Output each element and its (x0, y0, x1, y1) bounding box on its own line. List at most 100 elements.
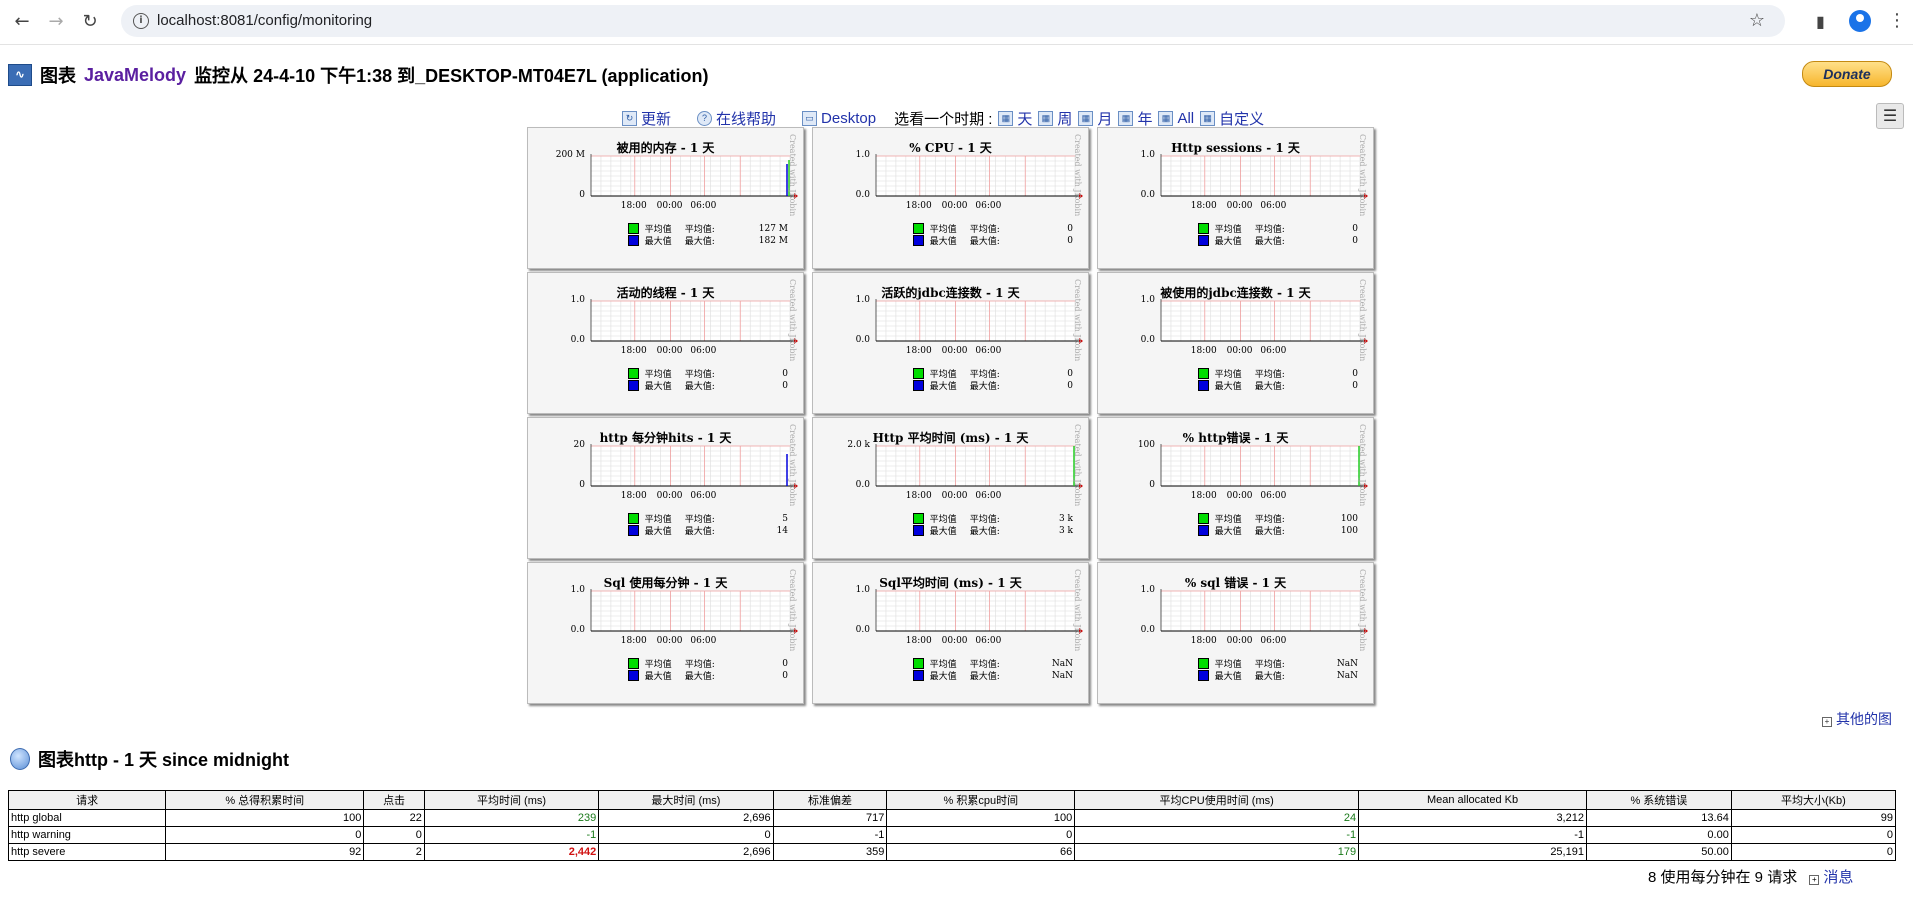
column-header[interactable]: 平均CPU使用时间 (ms) (1074, 790, 1360, 810)
chart-card[interactable]: Sql平均时间 (ms) - 1 天 1.0 0.0 18:00 00:00 06:00 C… (812, 562, 1089, 704)
expand-icon: + (1809, 875, 1820, 885)
jrobin-watermark: Created with JRobin (788, 569, 797, 652)
desktop-link[interactable]: ▭ Desktop (802, 110, 876, 127)
legend-stat-label: 最大值: (969, 527, 1000, 537)
x-tick-label: 00:00 (656, 201, 683, 211)
chart-card[interactable]: % http错误 - 1 天 100 0 18:00 00:00 06:00 Created… (1097, 417, 1374, 559)
x-tick-label: 18:00 (1190, 346, 1217, 356)
reload-icon[interactable]: ↻ (82, 11, 98, 32)
title-brand[interactable]: JavaMelody (84, 64, 187, 85)
chart-card[interactable]: 被使用的jdbc连接数 - 1 天 1.0 0.0 18:00 00:00 06:00 Cr… (1097, 272, 1374, 414)
chart-card[interactable]: 活动的线程 - 1 天 1.0 0.0 18:00 00:00 06:00 Created … (527, 272, 804, 414)
legend-stat-value: 100 (1340, 525, 1359, 536)
jrobin-watermark: Created with JRobin (1358, 134, 1367, 217)
request-name-cell[interactable]: http severe (7, 843, 167, 861)
period-month-link[interactable]: ▦ 月 (1078, 108, 1112, 129)
chart-title: Sql平均时间 (ms) - 1 天 (879, 576, 1022, 590)
site-info-icon[interactable]: i (133, 13, 149, 29)
request-name-cell[interactable]: http warning (7, 826, 167, 844)
column-header[interactable]: % 总得积累时间 (165, 790, 365, 810)
legend-avg-row: 平均值 平均值: 0 (1198, 222, 1358, 235)
chart-card[interactable]: Sql 使用每分钟 - 1 天 1.0 0.0 18:00 00:00 06:00 Crea… (527, 562, 804, 704)
back-arrow-icon[interactable]: ← (14, 11, 30, 32)
stat-cell: -1 (1074, 826, 1360, 844)
legend-stat-value: 0 (782, 380, 789, 391)
column-header[interactable]: % 系统错误 (1585, 790, 1732, 810)
jrobin-watermark: Created with JRobin (1358, 569, 1367, 652)
column-header[interactable]: % 积累cpu时间 (886, 790, 1076, 810)
browser-menu-icon[interactable]: ⋮ (1888, 10, 1906, 31)
jrobin-watermark: Created with JRobin (1073, 134, 1082, 217)
stat-cell: 179 (1074, 843, 1360, 861)
side-panel-icon[interactable]: ▮ (1816, 12, 1825, 31)
legend-swatch (1198, 368, 1209, 379)
legend-stat-value: NaN (1336, 658, 1359, 669)
forward-arrow-icon[interactable]: → (48, 11, 64, 32)
column-header[interactable]: 平均大小(Kb) (1730, 790, 1897, 810)
table-row[interactable]: http severe 92 2 2,442 2,696 359 66 179 25,191 50… (7, 843, 1897, 861)
x-tick-label: 06:00 (1260, 491, 1287, 501)
column-header[interactable]: 点击 (363, 790, 425, 810)
jrobin-watermark: Created with JRobin (788, 134, 797, 217)
period-day-link[interactable]: ▦ 天 (998, 108, 1032, 129)
legend-series-name: 平均值 (644, 370, 672, 380)
legend-swatch (628, 380, 639, 391)
chart-card[interactable]: Http 平均时间 (ms) - 1 天 2.0 k 0.0 18:00 00:00 06… (812, 417, 1089, 559)
profile-avatar[interactable] (1849, 10, 1871, 32)
help-link[interactable]: ? 在线帮助 (697, 108, 776, 129)
chart-card[interactable]: % sql 错误 - 1 天 1.0 0.0 18:00 00:00 06:00 Creat… (1097, 562, 1374, 704)
url-text[interactable]: localhost:8081/config/monitoring (157, 12, 373, 29)
other-charts-link[interactable]: + 其他的图 (1822, 709, 1892, 729)
legend-swatch (1198, 235, 1209, 246)
table-row[interactable]: http global 100 22 239 2,696 717 100 24 3,212 13.… (7, 809, 1897, 827)
column-header[interactable]: Mean allocated Kb (1358, 790, 1587, 810)
legend-avg-row: 平均值 平均值: 0 (913, 367, 1073, 380)
period-custom-link[interactable]: ▦ 自定义 (1200, 108, 1264, 129)
legend-stat-label: 平均值: (1254, 515, 1285, 525)
period-week-link[interactable]: ▦ 周 (1038, 108, 1072, 129)
chart-card[interactable]: 活跃的jdbc连接数 - 1 天 1.0 0.0 18:00 00:00 06:00 Cre… (812, 272, 1089, 414)
chart-card[interactable]: http 每分钟hits - 1 天 20 0 18:00 00:00 06:00 Crea… (527, 417, 804, 559)
chart-card[interactable]: Http sessions - 1 天 1.0 0.0 18:00 00:00 06:00… (1097, 127, 1374, 269)
x-axis-arrow (1079, 628, 1083, 634)
stat-cell: 25,191 (1358, 843, 1587, 861)
chart-title: 活跃的jdbc连接数 - 1 天 (881, 286, 1020, 300)
x-tick-label: 00:00 (1226, 491, 1253, 501)
hamburger-menu-icon[interactable]: ☰ (1876, 103, 1904, 129)
x-tick-label: 00:00 (656, 346, 683, 356)
legend-stat-value: 0 (1067, 368, 1074, 379)
legend-swatch (628, 235, 639, 246)
column-header[interactable]: 最大时间 (ms) (598, 790, 774, 810)
legend-stat-label: 最大值: (684, 527, 715, 537)
column-header[interactable]: 标准偏差 (772, 790, 888, 810)
legend-swatch (1198, 525, 1209, 536)
donate-button[interactable]: Donate (1802, 61, 1892, 87)
bookmark-star-icon[interactable]: ☆ (1748, 10, 1765, 31)
column-header[interactable]: 请求 (7, 790, 167, 810)
details-link[interactable]: 消息 (1823, 869, 1854, 886)
y-min-label: 0.0 (1140, 625, 1155, 635)
legend-max-row: 最大值 最大值: 14 (628, 524, 788, 537)
calendar-icon: ▦ (998, 111, 1014, 126)
legend-swatch (628, 670, 639, 681)
x-tick-label: 00:00 (656, 636, 683, 646)
calendar-icon: ▦ (1200, 111, 1216, 126)
chart-title: 被用的内存 - 1 天 (616, 141, 715, 155)
request-name-cell[interactable]: http global (7, 809, 167, 827)
x-tick-label: 00:00 (656, 491, 683, 501)
x-axis-arrow (1364, 628, 1368, 634)
legend-avg-row: 平均值 平均值: 100 (1198, 512, 1358, 525)
jrobin-watermark: Created with JRobin (1073, 569, 1082, 652)
refresh-link[interactable]: ↻ 更新 (622, 108, 671, 129)
chart-title: Sql 使用每分钟 - 1 天 (603, 576, 728, 590)
table-row[interactable]: http warning 0 0 -1 0 -1 0 -1 -1 0.00 0 (7, 826, 1897, 844)
chart-card[interactable]: 被用的内存 - 1 天 200 M 0 18:00 00:00 06:00 Created … (527, 127, 804, 269)
legend-stat-label: 最大值: (1254, 672, 1285, 682)
period-year-link[interactable]: ▦ 年 (1118, 108, 1152, 129)
address-bar[interactable]: i localhost:8081/config/monitoring ☆ (121, 5, 1785, 37)
legend-stat-label: 平均值: (1254, 660, 1285, 670)
chart-card[interactable]: % CPU - 1 天 1.0 0.0 18:00 00:00 06:00 Created … (812, 127, 1089, 269)
x-tick-label: 18:00 (620, 491, 647, 501)
column-header[interactable]: 平均时间 (ms) (423, 790, 600, 810)
period-all-link[interactable]: ▦ All (1158, 110, 1194, 127)
